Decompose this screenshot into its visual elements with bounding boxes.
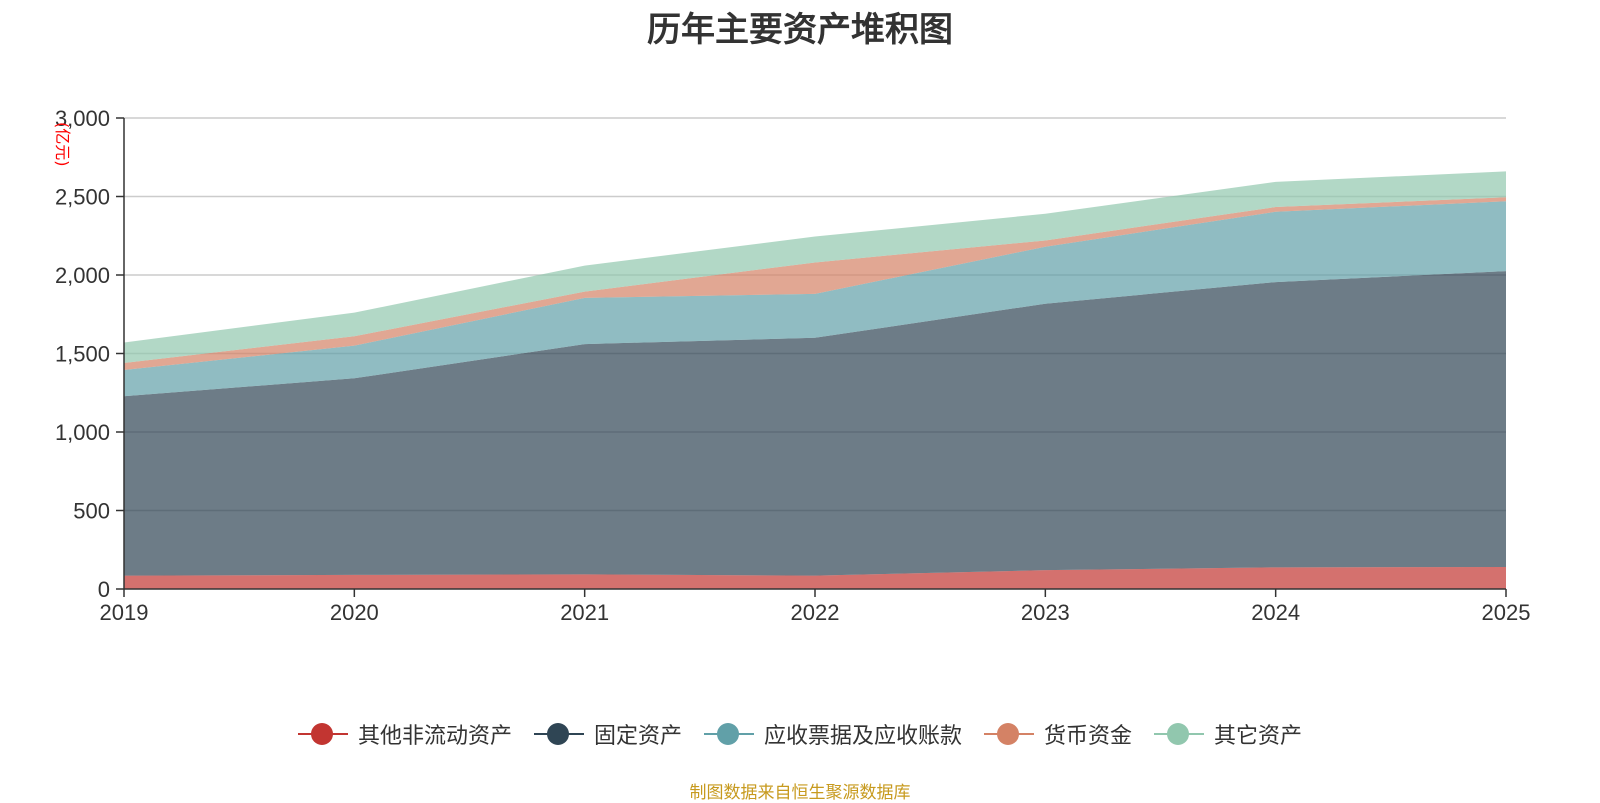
legend: 其他非流动资产 固定资产 应收票据及应收账款 货币资金 其它资产 [0, 718, 1600, 750]
x-tick-label: 2024 [1251, 600, 1300, 625]
area-应收票据及应收账款 [124, 201, 1506, 397]
legend-marker-icon [984, 722, 1034, 746]
legend-label: 应收票据及应收账款 [763, 724, 962, 749]
x-tick-label: 2021 [560, 600, 609, 625]
y-tick-label: 0 [98, 577, 110, 602]
y-tick-label: 3,000 [55, 106, 110, 131]
legend-label: 其它资产 [1214, 724, 1303, 749]
legend-item-receivables[interactable]: 应收票据及应收账款 [703, 718, 962, 750]
x-tick-label: 2019 [100, 600, 149, 625]
legend-item-fixed-assets[interactable]: 固定资产 [533, 718, 682, 750]
legend-marker-icon [297, 722, 348, 746]
chart-title: 历年主要资产堆积图 [647, 10, 953, 50]
legend-item-other-assets[interactable]: 其它资产 [1154, 718, 1302, 750]
area-其他非流动资产 [124, 567, 1506, 589]
y-tick-label: 2,500 [55, 185, 110, 210]
y-tick-label: 2,000 [55, 263, 110, 288]
legend-marker-icon [703, 722, 754, 746]
legend-marker-icon [533, 722, 584, 746]
x-tick-label: 2023 [1021, 600, 1070, 625]
area-series [124, 171, 1506, 589]
axes: 0 500 1,000 1,500 2,000 2,500 3,000 2019 2020 202… [53, 106, 1530, 625]
legend-label: 货币资金 [1044, 724, 1133, 749]
y-tick-label: 500 [73, 499, 110, 524]
y-tick-label: 1,000 [55, 420, 110, 445]
legend-label: 其他非流动资产 [357, 724, 512, 749]
area-固定资产 [124, 271, 1506, 576]
x-tick-label: 2022 [791, 600, 840, 625]
area-其它资产 [124, 171, 1506, 363]
x-tick-label: 2025 [1482, 600, 1531, 625]
legend-label: 固定资产 [593, 724, 682, 749]
y-axis-unit-label: (亿元) [53, 122, 72, 167]
x-tick-label: 2020 [330, 600, 379, 625]
legend-item-other-noncurrent[interactable]: 其他非流动资产 [297, 718, 512, 750]
area-货币资金 [124, 197, 1506, 370]
legend-item-cash[interactable]: 货币资金 [984, 718, 1132, 750]
data-source-note: 制图数据来自恒生聚源数据库 [689, 783, 911, 803]
legend-marker-icon [1154, 722, 1205, 746]
y-tick-label: 1,500 [55, 342, 110, 367]
